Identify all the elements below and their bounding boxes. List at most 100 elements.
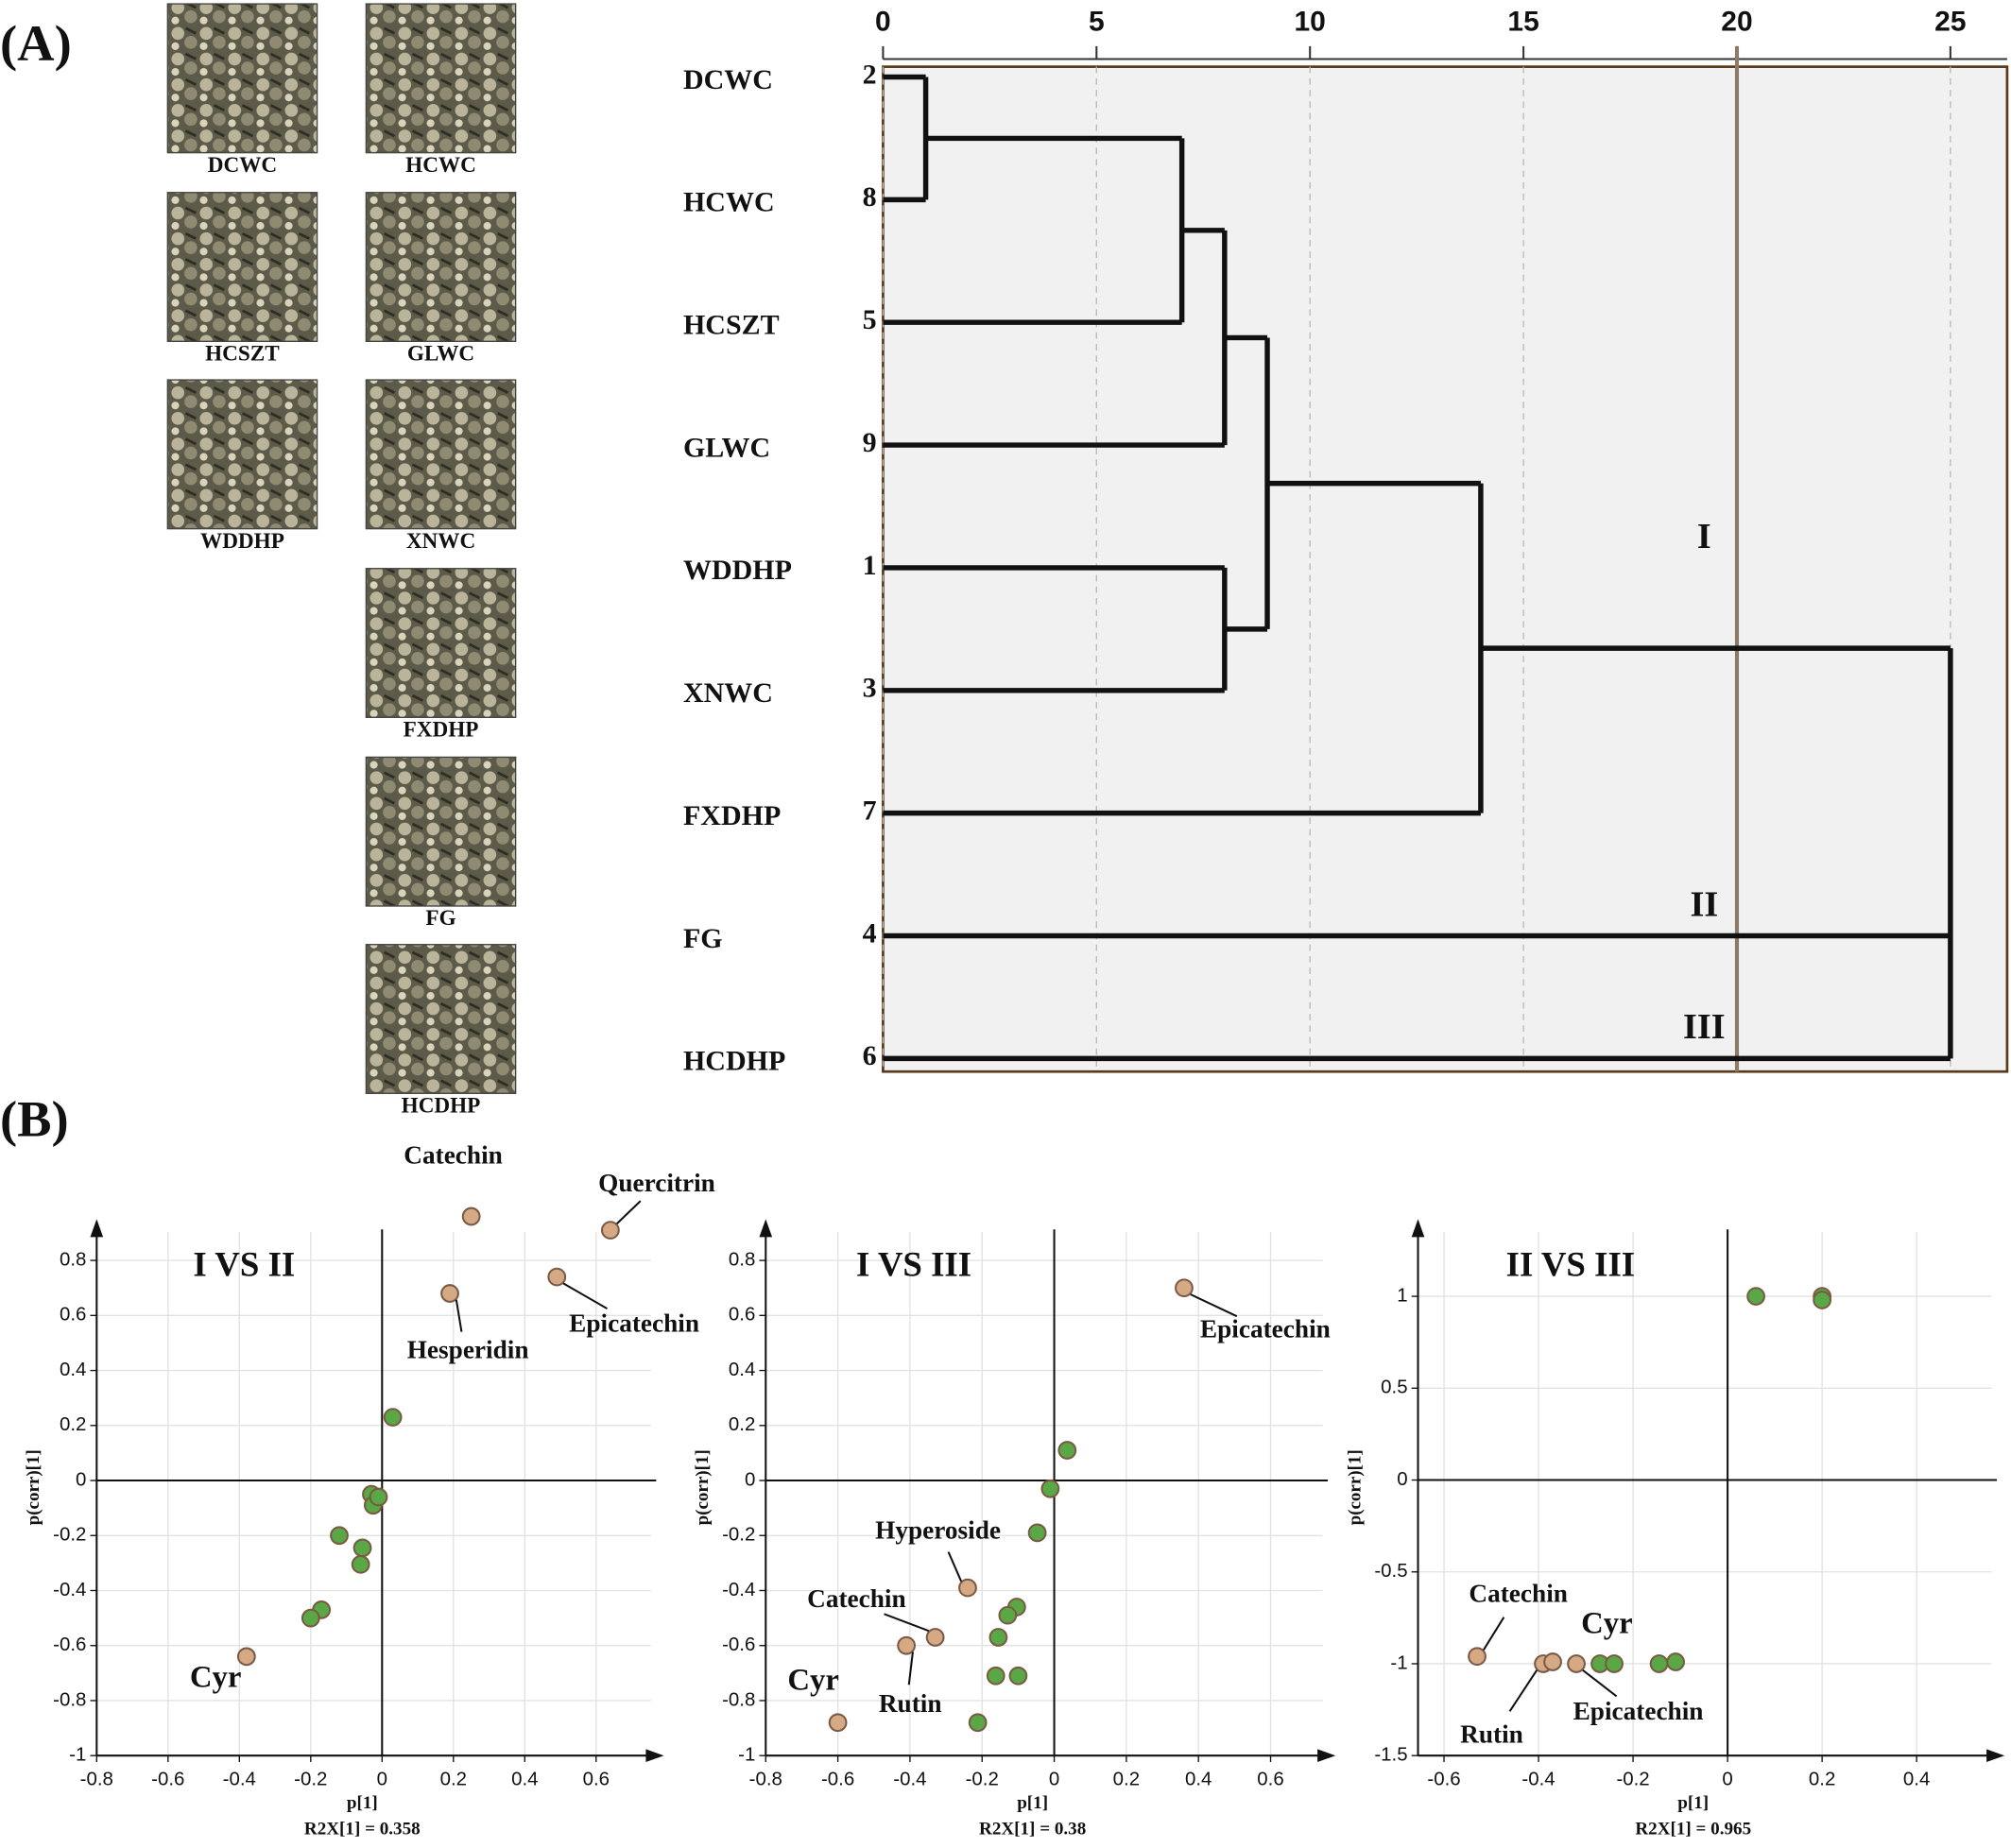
- point: [828, 1713, 848, 1733]
- y-tick-label: 0: [1397, 1469, 1407, 1490]
- arrow: [645, 1749, 664, 1762]
- axis-note: R2X[1] = 0.358: [304, 1819, 421, 1839]
- photo: [365, 568, 517, 718]
- point: [352, 1538, 372, 1558]
- arrow: [1986, 1749, 2005, 1762]
- panel-label: (A): [0, 14, 72, 72]
- cluster-label: III: [1683, 1007, 1726, 1047]
- photo: [166, 379, 318, 530]
- y-tick-label: 0.6: [60, 1305, 86, 1326]
- point: [968, 1713, 988, 1733]
- leader-line: [884, 1613, 930, 1633]
- point: [383, 1408, 403, 1427]
- leaf-id: 2: [863, 59, 877, 90]
- point: [369, 1487, 388, 1507]
- y-tick-label: -1.5: [1374, 1745, 1407, 1766]
- x-tick-label: -0.8: [749, 1769, 782, 1789]
- axis-note: R2X[1] = 0.965: [1635, 1819, 1751, 1839]
- y-axis-label: p(corr)[1]: [693, 1449, 713, 1525]
- point: [1567, 1654, 1586, 1673]
- x-tick-label: -0.6: [821, 1769, 854, 1789]
- point-label: Rutin: [879, 1689, 942, 1718]
- x-tick-label: -0.8: [80, 1769, 113, 1789]
- y-tick-label: 0: [745, 1469, 755, 1490]
- panel-label: (B): [0, 1089, 69, 1147]
- x-tick-label: 0.4: [1903, 1769, 1930, 1789]
- point: [461, 1206, 481, 1226]
- leaf-id: 3: [863, 673, 877, 704]
- point-label: Hyperoside: [875, 1515, 1001, 1544]
- x-tick-label: -0.6: [1427, 1769, 1460, 1789]
- y-tick-label: -1: [738, 1745, 755, 1766]
- y-tick-label: -0.6: [53, 1634, 86, 1655]
- point: [351, 1554, 370, 1574]
- point-label: Cyr: [787, 1664, 839, 1698]
- point: [988, 1628, 1008, 1647]
- point: [1605, 1654, 1624, 1673]
- y-tick-label: 0.4: [729, 1360, 755, 1380]
- point-label: Catechin: [1469, 1580, 1568, 1608]
- point: [301, 1608, 320, 1628]
- photo-label: HCDHP: [402, 1094, 481, 1119]
- leader-line: [615, 1200, 642, 1225]
- point: [1746, 1287, 1765, 1306]
- point: [1649, 1654, 1669, 1673]
- cluster-label: II: [1690, 884, 1718, 924]
- photo-label: FXDHP: [404, 718, 479, 743]
- y-tick-label: 0.6: [729, 1305, 755, 1326]
- leader-line: [1482, 1617, 1505, 1651]
- y-tick-label: -0.4: [722, 1580, 755, 1600]
- x-tick-label: -0.2: [294, 1769, 327, 1789]
- point-label: Rutin: [1460, 1720, 1523, 1749]
- leaf-id: 7: [863, 796, 877, 827]
- cluster-label: I: [1697, 517, 1711, 556]
- photo-label: GLWC: [407, 342, 474, 367]
- point: [1057, 1441, 1077, 1460]
- y-tick-label: 0.2: [729, 1414, 755, 1435]
- point-label: Epicatechin: [569, 1309, 699, 1337]
- photo-label: XNWC: [406, 529, 475, 554]
- photo-label: FG: [425, 906, 455, 931]
- point: [1175, 1278, 1194, 1298]
- x-tick-label: 0.6: [1257, 1769, 1283, 1789]
- photo: [166, 192, 318, 342]
- point: [998, 1605, 1018, 1625]
- y-tick-label: -0.8: [53, 1689, 86, 1710]
- plot-title: I VS III: [856, 1245, 971, 1284]
- point: [600, 1221, 620, 1240]
- leaf-label: FG: [683, 923, 723, 954]
- point: [958, 1578, 977, 1598]
- y-axis-label: p(corr)[1]: [24, 1449, 43, 1525]
- point: [440, 1284, 459, 1303]
- leaf-label: HCDHP: [683, 1046, 785, 1077]
- leaf-id: 9: [863, 427, 877, 458]
- photo: [166, 3, 318, 154]
- photo: [365, 192, 517, 342]
- x-tick-label: 5: [1089, 6, 1105, 37]
- leaf-label: WDDHP: [683, 555, 792, 586]
- leaf-id: 6: [863, 1040, 877, 1071]
- y-axis-label: p(corr)[1]: [1345, 1449, 1365, 1525]
- x-tick-label: -0.4: [223, 1769, 256, 1789]
- axis-note: R2X[1] = 0.38: [979, 1819, 1086, 1839]
- arrow: [1411, 1219, 1425, 1238]
- x-tick-label: 0.2: [440, 1769, 467, 1789]
- photo: [365, 379, 517, 530]
- point: [1040, 1479, 1060, 1498]
- y-tick-label: -0.6: [722, 1634, 755, 1655]
- photo-label: HCWC: [405, 153, 476, 178]
- point: [1008, 1666, 1028, 1685]
- point: [986, 1666, 1006, 1685]
- photo-label: DCWC: [208, 153, 277, 178]
- leader-line: [1190, 1293, 1238, 1318]
- point: [330, 1526, 349, 1546]
- point-label: Cyr: [1581, 1607, 1633, 1641]
- photo: [365, 944, 517, 1094]
- y-tick-label: 0.4: [60, 1360, 86, 1380]
- photo-label: HCSZT: [205, 342, 280, 367]
- y-tick-label: 1: [1397, 1285, 1407, 1306]
- photo-label: WDDHP: [200, 529, 284, 554]
- y-tick-label: -0.2: [53, 1525, 86, 1546]
- y-tick-label: -0.4: [53, 1580, 86, 1600]
- y-tick-label: -0.8: [722, 1689, 755, 1710]
